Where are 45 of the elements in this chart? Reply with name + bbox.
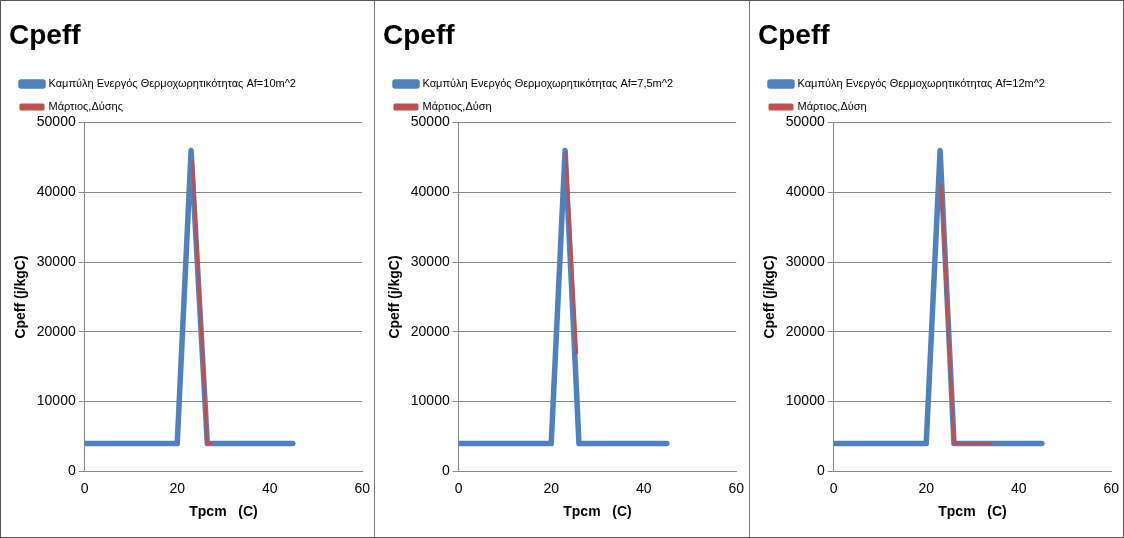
x-tick-label: 20: [543, 479, 560, 496]
y-tick-label: 20000: [36, 322, 76, 339]
x-tick-label: 60: [728, 479, 745, 496]
chart-title: Cpeff: [9, 18, 82, 50]
legend-label: Καμπύλη Ενεργός Θερμοχωρητικότητας Af=12m^2: [797, 77, 1045, 90]
x-axis-title: Tpcm (C): [937, 503, 1007, 520]
y-tick-label: 40000: [36, 183, 76, 200]
y-axis-title: Cpeff (j/kgC): [386, 255, 403, 339]
x-tick-label: 20: [169, 479, 186, 496]
y-tick-label: 30000: [411, 252, 451, 269]
y-tick-label: 50000: [785, 113, 825, 130]
legend-label: Μάρτιος,Δύσης: [48, 100, 123, 113]
x-axis-title: Tpcm (C): [563, 503, 633, 520]
x-tick-label: 20: [918, 479, 934, 496]
x-tick-label: 40: [261, 479, 278, 496]
y-tick-label: 20000: [411, 322, 451, 339]
chart-title: Cpeff: [383, 18, 456, 50]
y-axis-title: Cpeff (j/kgC): [760, 255, 777, 339]
legend-label: Μάρτιος,Δύση: [422, 100, 492, 113]
x-tick-label: 0: [829, 479, 838, 496]
x-tick-label: 40: [1010, 479, 1027, 496]
x-tick-label: 60: [354, 479, 371, 496]
y-axis-title: Cpeff (j/kgC): [12, 255, 29, 339]
y-tick-label: 50000: [411, 113, 451, 130]
x-axis-title: Tpcm (C): [189, 503, 258, 520]
y-tick-label: 20000: [785, 322, 825, 339]
y-tick-label: 0: [442, 462, 451, 479]
legend-label: Καμπύλη Ενεργός Θερμοχωρητικότητας Af=7,5m^2: [422, 77, 674, 90]
y-tick-label: 40000: [411, 183, 451, 200]
chart-title: Cpeff: [757, 18, 830, 50]
y-tick-label: 10000: [411, 392, 451, 409]
y-tick-label: 0: [67, 462, 76, 479]
x-tick-label: 40: [636, 479, 653, 496]
y-tick-label: 10000: [36, 392, 76, 409]
legend-label: Μάρτιος,Δύση: [797, 100, 867, 113]
legend-label: Καμπύλη Ενεργός Θερμοχωρητικότητας Af=10m^2: [48, 77, 296, 90]
y-tick-label: 30000: [36, 252, 76, 269]
x-tick-label: 60: [1103, 479, 1119, 496]
y-tick-label: 40000: [785, 183, 825, 200]
y-tick-label: 0: [816, 462, 825, 479]
x-tick-label: 0: [80, 479, 89, 496]
y-tick-label: 50000: [36, 113, 76, 130]
x-tick-label: 0: [455, 479, 464, 496]
y-tick-label: 10000: [785, 392, 825, 409]
y-tick-label: 30000: [785, 252, 825, 269]
